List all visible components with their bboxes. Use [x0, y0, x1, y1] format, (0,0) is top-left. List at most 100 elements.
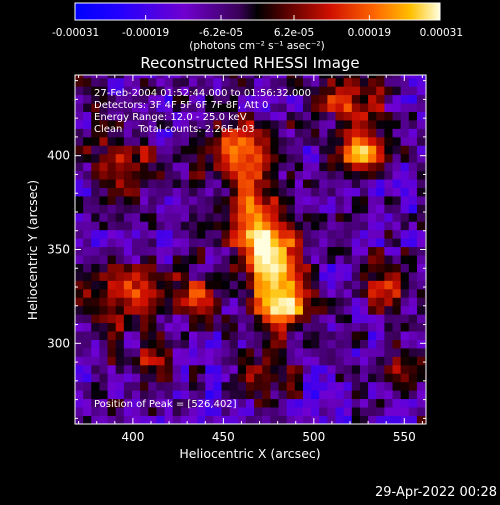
heatmap-cell — [278, 145, 288, 155]
heatmap-cell — [335, 398, 345, 408]
heatmap-cell — [188, 356, 198, 366]
heatmap-cell — [188, 136, 198, 146]
heatmap-cell — [148, 280, 157, 290]
heatmap-cell — [115, 348, 125, 357]
heatmap-cell — [270, 103, 279, 112]
heatmap-cell — [156, 356, 165, 366]
heatmap-cell — [416, 246, 426, 256]
heatmap-cell — [327, 305, 336, 315]
heatmap-cell — [131, 305, 141, 315]
heatmap-cell — [123, 390, 133, 400]
heatmap-cell — [131, 179, 141, 188]
heatmap-cell — [205, 246, 214, 256]
heatmap-cell — [221, 196, 231, 205]
heatmap-cell — [400, 120, 410, 129]
heatmap-cell — [221, 381, 231, 391]
heatmap-cell — [311, 398, 320, 408]
x-tick-label: 450 — [212, 430, 235, 444]
heatmap-cell — [327, 255, 336, 264]
heatmap-cell — [107, 373, 117, 383]
heatmap-cell — [205, 288, 214, 298]
heatmap-cell — [172, 364, 182, 374]
heatmap-cell — [327, 179, 336, 188]
heatmap-cell — [91, 331, 100, 340]
heatmap-cell — [229, 136, 239, 146]
heatmap-cell — [237, 111, 247, 121]
heatmap-cell — [213, 128, 222, 138]
heatmap-cell — [408, 331, 418, 340]
heatmap-cell — [164, 212, 174, 222]
heatmap-cell — [319, 263, 328, 273]
heatmap-cell — [294, 339, 304, 349]
heatmap-cell — [164, 86, 174, 96]
heatmap-cell — [83, 356, 92, 366]
heatmap-cell — [221, 204, 231, 214]
heatmap-cell — [148, 348, 157, 357]
heatmap-cell — [359, 238, 369, 248]
heatmap-cell — [131, 145, 141, 155]
heatmap-cell — [319, 364, 328, 374]
heatmap-cell — [294, 314, 304, 324]
heatmap-cell — [221, 356, 231, 366]
heatmap-cell — [213, 373, 222, 383]
heatmap-cell — [319, 94, 328, 104]
heatmap-cell — [368, 86, 377, 96]
heatmap-cell — [172, 390, 182, 400]
heatmap-cell — [188, 196, 198, 205]
heatmap-cell — [376, 204, 385, 214]
heatmap-cell — [205, 331, 214, 340]
heatmap-cell — [327, 77, 336, 87]
heatmap-cell — [359, 314, 369, 324]
heatmap-cell — [229, 297, 239, 307]
heatmap-cell — [99, 103, 108, 112]
heatmap-cell — [319, 221, 328, 231]
heatmap-cell — [392, 255, 402, 264]
heatmap-cell — [254, 103, 263, 112]
heatmap-cell — [156, 246, 165, 256]
heatmap-cell — [75, 153, 84, 163]
heatmap-cell — [262, 263, 271, 273]
heatmap-cell — [359, 187, 369, 197]
heatmap-cell — [343, 255, 353, 264]
colorbar-ticks: -0.00031 -0.00019 -6.2e-05 6.2e-05 0.00019 0.… — [52, 15, 463, 39]
heatmap-cell — [245, 136, 255, 146]
heatmap-cell — [392, 280, 402, 290]
heatmap-cell — [376, 153, 385, 163]
heatmap-cell — [197, 356, 206, 366]
heatmap-cell — [286, 229, 296, 239]
heatmap-cell — [311, 212, 320, 222]
heatmap-cell — [368, 339, 377, 349]
heatmap-cell — [99, 407, 108, 416]
heatmap-cell — [197, 153, 206, 163]
heatmap-cell — [188, 238, 198, 248]
heatmap-cell — [221, 373, 231, 383]
heatmap-cell — [140, 111, 149, 121]
heatmap-cell — [286, 75, 296, 79]
heatmap-cell — [302, 238, 312, 248]
heatmap-cell — [107, 128, 117, 138]
heatmap-cell — [368, 415, 377, 424]
colorbar-tick-label: 6.2e-05 — [274, 27, 314, 39]
heatmap-cell — [180, 415, 190, 424]
heatmap-cell — [278, 204, 288, 214]
heatmap-cell — [123, 280, 133, 290]
heatmap-cell — [188, 407, 198, 416]
heatmap-cell — [115, 103, 125, 112]
heatmap-cell — [245, 179, 255, 188]
heatmap-cell — [115, 136, 125, 146]
heatmap-cell — [335, 339, 345, 349]
heatmap-cell — [343, 246, 353, 256]
heatmap-cell — [368, 204, 377, 214]
heatmap-cell — [278, 120, 288, 129]
heatmap-cell — [351, 272, 361, 281]
heatmap-cell — [229, 238, 239, 248]
heatmap-cell — [75, 331, 84, 340]
heatmap-cell — [294, 94, 304, 104]
heatmap-cell — [83, 145, 92, 155]
heatmap-cell — [392, 103, 402, 112]
heatmap-cell — [180, 305, 190, 315]
heatmap-cell — [205, 314, 214, 324]
heatmap-cell — [229, 314, 239, 324]
heatmap-cell — [107, 103, 117, 112]
heatmap-cell — [148, 288, 157, 298]
